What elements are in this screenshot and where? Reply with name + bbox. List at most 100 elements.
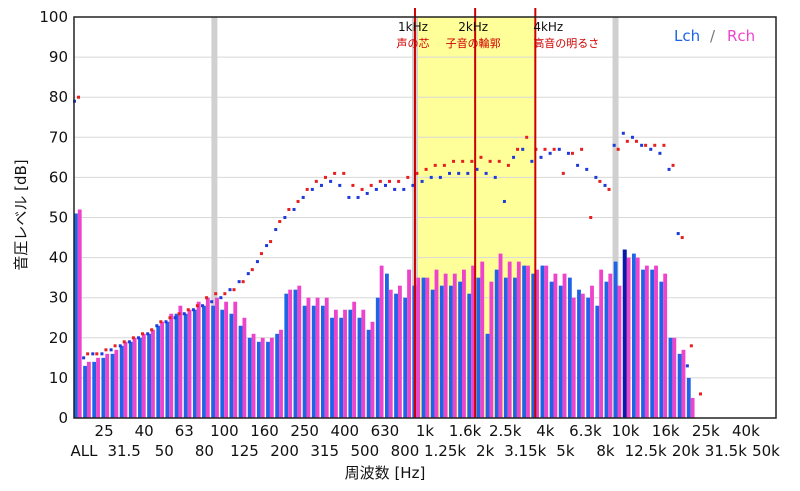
bar-rch-27 xyxy=(324,297,329,418)
dot-rch-42 xyxy=(461,159,465,163)
bar-lch-31 xyxy=(357,317,362,418)
dot-lch-5 xyxy=(118,344,122,348)
bar-rch-49 xyxy=(526,265,530,418)
bars-layer xyxy=(74,209,695,418)
bar-lch-48 xyxy=(513,277,517,418)
dot-lch-47 xyxy=(502,199,506,203)
dot-lch-66 xyxy=(676,232,680,236)
dot-lch-62 xyxy=(640,143,644,147)
bar-lch-25 xyxy=(302,305,307,418)
dot-rch-29 xyxy=(342,171,346,175)
bar-rch-66 xyxy=(681,349,686,418)
bar-lch-15 xyxy=(211,305,216,418)
bar-rch-37 xyxy=(416,277,421,418)
bar-lch-12 xyxy=(183,313,188,418)
dot-lch-56 xyxy=(585,167,589,171)
bar-lch-3 xyxy=(101,357,106,418)
y-tick-20: 20 xyxy=(49,329,68,347)
bar-rch-32 xyxy=(370,321,375,418)
dot-lch-37 xyxy=(411,183,415,187)
bar-rch-53 xyxy=(562,273,567,418)
x-tick-r1-31: 25k xyxy=(692,422,720,440)
axes xyxy=(73,16,777,419)
bar-lch-4 xyxy=(110,353,115,418)
bar-lch-41 xyxy=(449,285,453,418)
bar-rch-10 xyxy=(169,313,174,418)
dot-lch-44 xyxy=(475,167,479,171)
dot-lch-39 xyxy=(429,175,433,179)
bar-lch-59 xyxy=(613,261,618,418)
dot-rch-65 xyxy=(671,163,675,167)
bar-rch-8 xyxy=(151,329,155,418)
dot-lch-41 xyxy=(448,171,452,175)
bar-rch-16 xyxy=(224,301,229,418)
dot-lch-1 xyxy=(82,356,86,360)
dot-rch-20 xyxy=(259,252,263,256)
bar-rch-9 xyxy=(160,321,165,418)
bar-rch-29 xyxy=(343,309,347,418)
bar-lch-42 xyxy=(458,281,463,418)
y-tick-30: 30 xyxy=(49,289,68,307)
dot-lch-21 xyxy=(265,244,269,248)
bar-lch-10 xyxy=(165,321,170,418)
dot-lch-7 xyxy=(137,336,141,340)
bar-lch-44 xyxy=(476,277,481,418)
bar-rch-18 xyxy=(242,317,247,418)
x-tick-r2-24: 5k xyxy=(556,442,575,460)
dot-rch-62 xyxy=(644,143,648,147)
bar-lch-7 xyxy=(138,337,142,418)
bar-rch-2 xyxy=(96,357,100,418)
dot-rch-7 xyxy=(141,332,145,336)
bar-rch-25 xyxy=(306,297,311,418)
x-tick-r2-0: ALL xyxy=(71,442,99,460)
bar-lch-22 xyxy=(275,333,280,418)
dot-lch-49 xyxy=(521,147,525,151)
dot-rch-51 xyxy=(543,147,547,151)
dot-lch-30 xyxy=(347,195,351,199)
dot-lch-22 xyxy=(274,228,278,232)
dot-rch-21 xyxy=(269,240,273,244)
bar-rch-62 xyxy=(644,265,649,418)
bar-lch-18 xyxy=(238,325,243,418)
bar-rch-12 xyxy=(187,309,192,418)
dot-lch-50 xyxy=(530,159,534,163)
x-tick-r1-5: 63 xyxy=(175,422,194,440)
dot-rch-2 xyxy=(95,352,99,356)
bar-rch-42 xyxy=(462,269,466,418)
bar-rch-41 xyxy=(452,273,457,418)
dot-rch-3 xyxy=(104,348,108,352)
bar-lch-32 xyxy=(366,329,371,418)
bar-lch-11 xyxy=(174,313,179,418)
dot-lch-33 xyxy=(374,187,378,191)
bar-rch-28 xyxy=(333,309,338,418)
x-tick-r1-27: 10k xyxy=(612,422,640,440)
dot-lch-31 xyxy=(356,195,360,199)
y-tick-70: 70 xyxy=(49,128,68,146)
y-tick-60: 60 xyxy=(49,168,68,186)
x-tick-r2-22: 3.15k xyxy=(504,442,546,460)
dot-rch-26 xyxy=(314,179,318,183)
dot-rch-9 xyxy=(159,320,163,324)
dot-rch-8 xyxy=(150,328,154,332)
bar-lch-0 xyxy=(74,213,78,418)
dot-rch-35 xyxy=(397,179,401,183)
bar-rch-17 xyxy=(233,301,238,418)
y-tick-80: 80 xyxy=(49,88,68,106)
bar-lch-24 xyxy=(293,289,298,418)
bar-lch-43 xyxy=(467,293,472,418)
bar-lch-5 xyxy=(119,345,124,418)
bar-rch-7 xyxy=(141,333,146,418)
bar-lch-8 xyxy=(147,333,152,418)
dot-rch-32 xyxy=(369,183,373,187)
dot-lch-9 xyxy=(155,324,159,328)
bar-lch-65 xyxy=(668,337,673,418)
bar-lch-2 xyxy=(92,361,97,418)
dot-rch-54 xyxy=(570,151,574,155)
bar-rch-5 xyxy=(123,341,128,418)
bar-rch-67 xyxy=(690,397,695,418)
bar-rch-56 xyxy=(590,285,594,418)
x-tick-r2-20: 2k xyxy=(476,442,495,460)
x-tick-r2-10: 200 xyxy=(270,442,299,460)
bar-rch-52 xyxy=(553,273,558,418)
